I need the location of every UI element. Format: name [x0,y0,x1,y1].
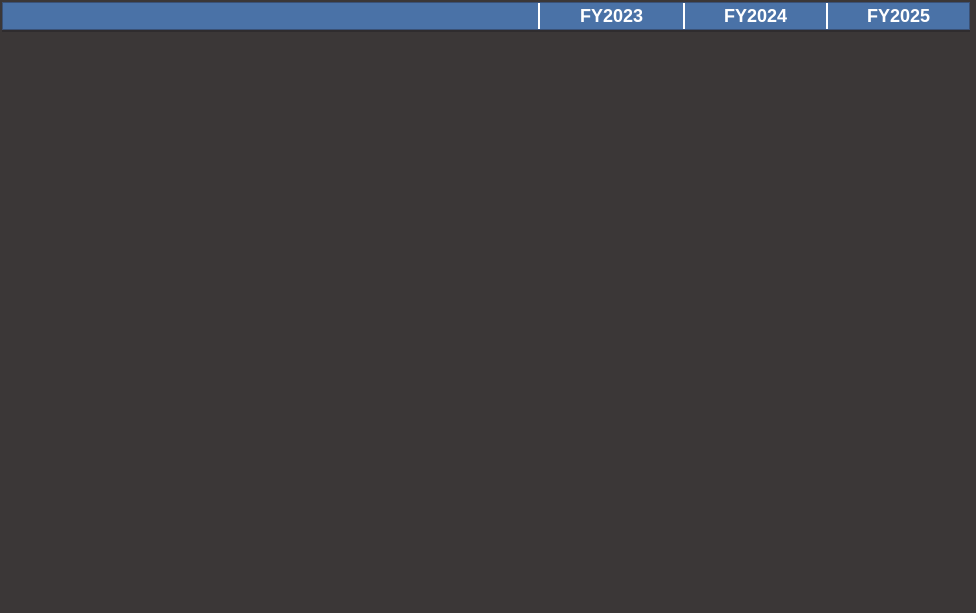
header-cell-fy2025: FY2025 [826,3,969,29]
header-cell-fy2023: FY2023 [538,3,683,29]
table-header-row: FY2023 FY2024 FY2025 [2,2,970,30]
header-row-label-cell [3,3,538,29]
redacted-table-body [0,32,976,613]
header-cell-fy2024: FY2024 [683,3,826,29]
